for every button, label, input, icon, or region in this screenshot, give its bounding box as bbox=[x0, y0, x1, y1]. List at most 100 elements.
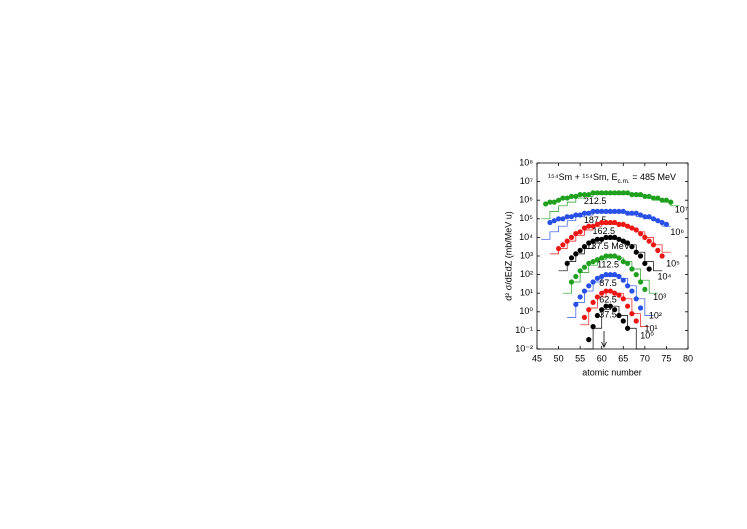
y-tick-label: 10⁻¹ bbox=[515, 325, 533, 335]
data-point bbox=[629, 311, 635, 317]
data-point bbox=[646, 214, 652, 220]
data-point bbox=[655, 218, 661, 224]
data-point bbox=[646, 193, 652, 200]
data-point bbox=[568, 234, 575, 240]
data-point bbox=[616, 292, 622, 298]
data-point bbox=[637, 192, 644, 198]
data-point bbox=[612, 208, 618, 214]
data-point bbox=[560, 242, 566, 248]
data-point bbox=[637, 231, 644, 237]
data-point bbox=[594, 312, 601, 319]
data-point bbox=[607, 208, 613, 214]
y-tick-label: 10⁸ bbox=[519, 157, 533, 167]
data-point bbox=[650, 242, 657, 248]
data-point bbox=[568, 279, 575, 285]
data-point bbox=[573, 251, 579, 257]
data-point bbox=[646, 238, 652, 244]
data-point bbox=[612, 190, 618, 196]
data-point bbox=[612, 234, 618, 240]
data-point bbox=[620, 318, 626, 324]
data-point bbox=[629, 266, 635, 272]
data-point bbox=[577, 268, 583, 274]
data-point bbox=[616, 255, 622, 261]
data-point bbox=[594, 190, 601, 196]
data-point bbox=[586, 337, 592, 343]
data-point bbox=[633, 318, 639, 324]
x-axis-title: atomic number bbox=[582, 367, 642, 377]
data-point bbox=[564, 260, 570, 267]
data-point bbox=[607, 219, 613, 226]
arrow-head bbox=[601, 341, 607, 348]
data-point bbox=[564, 195, 570, 201]
x-tick-label: 80 bbox=[683, 353, 693, 363]
data-point bbox=[642, 214, 648, 220]
data-point bbox=[607, 272, 613, 278]
data-point bbox=[629, 288, 635, 294]
data-point bbox=[555, 245, 562, 252]
data-point bbox=[616, 221, 622, 227]
data-point bbox=[603, 190, 609, 196]
data-point bbox=[625, 210, 631, 216]
y-tick-label: 10¹ bbox=[520, 288, 533, 298]
data-point bbox=[650, 216, 657, 222]
data-point bbox=[625, 325, 631, 331]
x-tick-label: 50 bbox=[554, 353, 564, 363]
data-point bbox=[625, 283, 631, 289]
data-point bbox=[620, 296, 626, 302]
data-point bbox=[577, 212, 583, 218]
data-point bbox=[633, 210, 639, 216]
data-point bbox=[620, 208, 626, 214]
annotation-main: ¹⁵⁴Sm + ¹⁵⁴Sm, E bbox=[548, 172, 617, 182]
data-point bbox=[594, 275, 601, 281]
data-point bbox=[616, 190, 622, 196]
data-point bbox=[564, 238, 570, 244]
data-point bbox=[590, 190, 596, 196]
data-point bbox=[633, 296, 639, 302]
series-label: 37.5 bbox=[599, 310, 617, 320]
data-point bbox=[590, 238, 596, 244]
data-point bbox=[659, 253, 665, 259]
series-label: 162.5 bbox=[592, 226, 615, 236]
data-point bbox=[603, 272, 609, 278]
y-tick-label: 10³ bbox=[520, 250, 533, 260]
data-point bbox=[625, 303, 631, 309]
data-point bbox=[629, 244, 635, 250]
data-point bbox=[663, 221, 670, 227]
data-point bbox=[547, 199, 553, 205]
arrow bbox=[601, 331, 607, 348]
scale-label: 10¹ bbox=[645, 323, 658, 333]
data-point bbox=[590, 208, 596, 214]
y-tick-label: 10⁰ bbox=[519, 306, 533, 316]
data-point bbox=[603, 234, 609, 240]
data-point bbox=[555, 197, 562, 203]
data-point bbox=[625, 223, 631, 229]
data-point bbox=[620, 190, 626, 196]
data-point bbox=[599, 255, 605, 261]
data-point bbox=[616, 208, 622, 214]
data-point bbox=[612, 219, 618, 226]
data-point bbox=[607, 288, 613, 294]
data-point bbox=[625, 260, 631, 267]
series-label: 112.5 bbox=[597, 259, 619, 269]
data-point bbox=[603, 219, 609, 226]
annotation-sub: c.m. bbox=[617, 178, 629, 185]
data-point bbox=[599, 307, 605, 313]
data-point bbox=[551, 199, 557, 205]
data-point bbox=[655, 247, 661, 254]
data-point bbox=[581, 210, 588, 216]
data-point bbox=[599, 190, 605, 196]
annotation-post: = 485 MeV bbox=[630, 172, 676, 182]
data-point bbox=[573, 212, 579, 218]
data-point bbox=[642, 260, 648, 267]
data-point bbox=[568, 214, 575, 220]
data-point bbox=[594, 294, 601, 300]
data-point bbox=[590, 324, 596, 330]
data-point bbox=[560, 195, 566, 201]
data-point bbox=[555, 216, 562, 222]
data-point bbox=[551, 218, 557, 224]
data-point bbox=[581, 225, 588, 231]
scale-label: 10⁰ bbox=[640, 331, 654, 341]
data-point bbox=[581, 314, 588, 320]
data-point bbox=[599, 273, 605, 280]
data-point bbox=[607, 303, 613, 309]
